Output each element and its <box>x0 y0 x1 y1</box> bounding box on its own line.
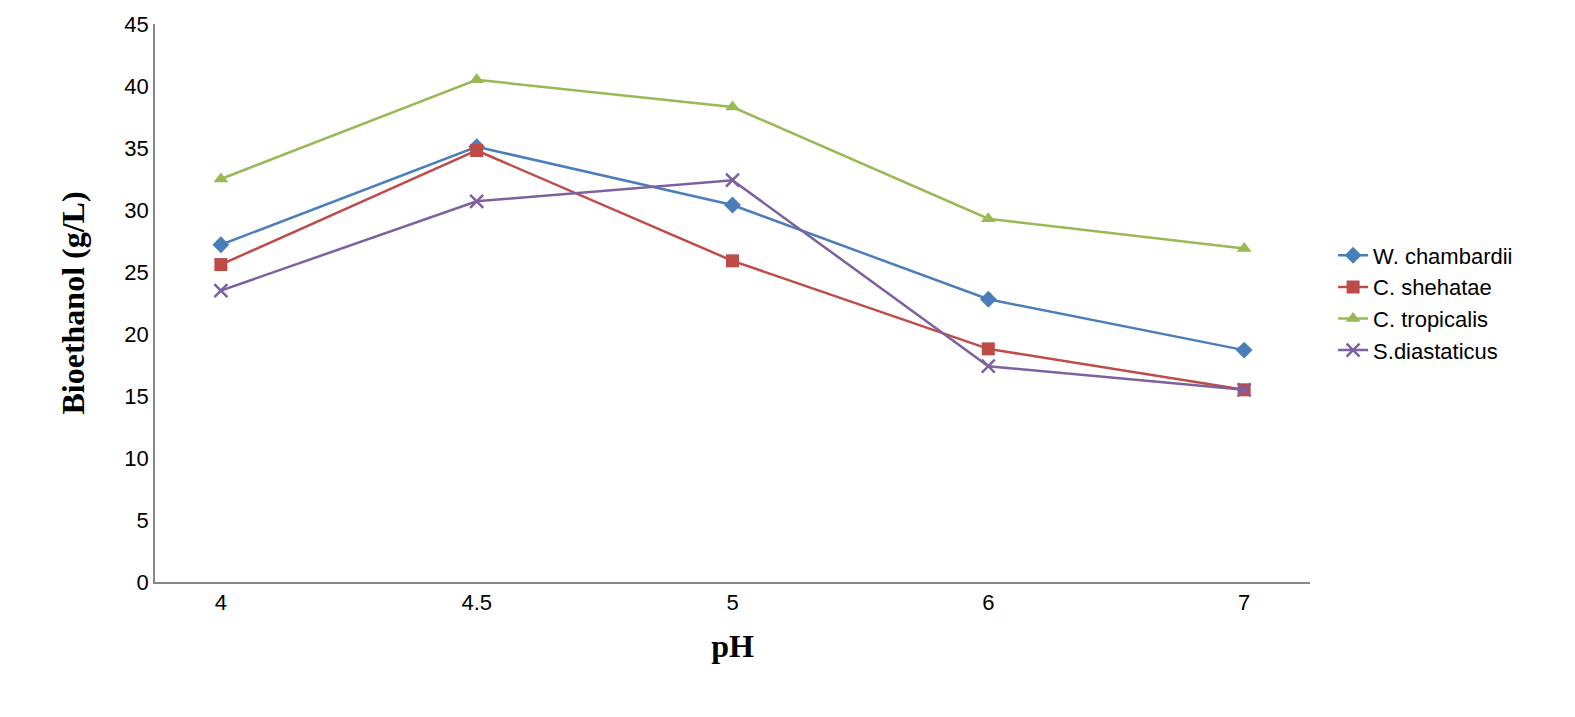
svg-text:5: 5 <box>726 590 738 615</box>
svg-text:C. tropicalis: C. tropicalis <box>1373 307 1488 332</box>
svg-text:25: 25 <box>124 260 148 285</box>
svg-text:pH: pH <box>711 628 754 664</box>
svg-text:4.5: 4.5 <box>461 590 492 615</box>
svg-text:20: 20 <box>124 322 148 347</box>
svg-text:40: 40 <box>124 74 148 99</box>
svg-text:15: 15 <box>124 384 148 409</box>
svg-text:6: 6 <box>982 590 994 615</box>
svg-text:30: 30 <box>124 198 148 223</box>
svg-text:7: 7 <box>1238 590 1250 615</box>
svg-text:35: 35 <box>124 136 148 161</box>
svg-text:4: 4 <box>215 590 227 615</box>
svg-text:W. chambardii: W. chambardii <box>1373 244 1512 269</box>
svg-text:5: 5 <box>137 508 149 533</box>
svg-text:S.diastaticus: S.diastaticus <box>1373 339 1498 364</box>
svg-text:Bioethanol (g/L): Bioethanol (g/L) <box>55 191 91 414</box>
svg-text:0: 0 <box>137 570 149 595</box>
svg-text:45: 45 <box>124 12 148 37</box>
svg-text:C. shehatae: C. shehatae <box>1373 275 1492 300</box>
svg-text:10: 10 <box>124 446 148 471</box>
